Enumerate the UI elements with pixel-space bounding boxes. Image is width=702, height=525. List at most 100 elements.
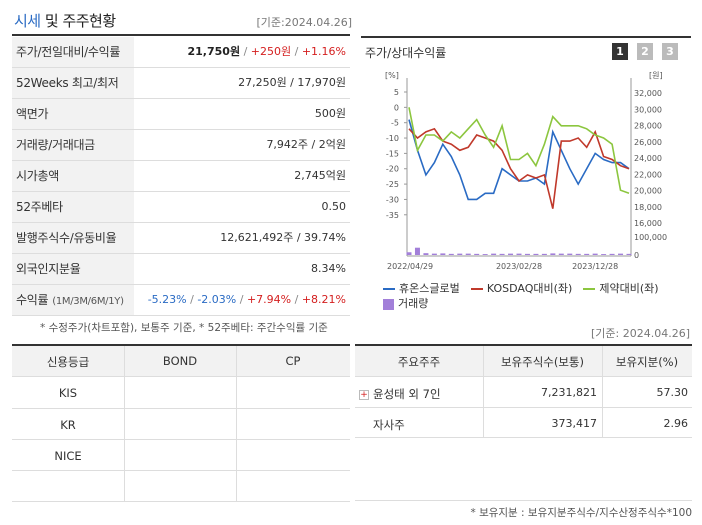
separator: /	[240, 45, 251, 58]
summary-label: 52Weeks 최고/최저	[12, 68, 134, 98]
volume-bar	[626, 253, 632, 255]
volume-bar	[524, 253, 530, 255]
summary-value: 12,621,492주 / 39.74%	[220, 223, 346, 253]
volume-bar	[533, 253, 539, 255]
separator: /	[291, 45, 302, 58]
summary-value-text: 2,745억원	[294, 169, 346, 182]
summary-value-text: 27,250원 / 17,970원	[238, 76, 346, 89]
volume-bar	[567, 253, 573, 255]
summary-row: 52Weeks 최고/최저 27,250원 / 17,970원	[12, 68, 350, 99]
summary-row: 시가총액 2,745억원	[12, 161, 350, 192]
right-tick-label: 28,000	[634, 122, 662, 131]
sh-row-1-name: 윤성태 외 7인	[373, 387, 441, 401]
volume-bar	[618, 253, 624, 255]
chart-page-2-button[interactable]: 2	[637, 43, 653, 60]
sh-header-shares: 보유주식수(보통)	[500, 355, 585, 369]
summary-value-text: 7,942주 / 2억원	[266, 138, 346, 151]
volume-bar	[423, 253, 429, 255]
legend-label-s3: 제약대비(좌)	[599, 282, 659, 295]
credit-table-header-bg	[12, 346, 350, 376]
summary-label: 52주베타	[12, 192, 134, 222]
summary-label-text: 주가/전일대비/수익률	[16, 45, 121, 59]
chart-page-3-button[interactable]: 3	[662, 43, 678, 60]
sh-row-1-pct: 57.30	[656, 386, 689, 399]
return-3m: -2.03%	[197, 293, 237, 306]
credit-agency-kr: KR	[60, 418, 76, 432]
credit-header-cp: CP	[285, 354, 301, 368]
summary-label: 수익률 (1M/3M/6M/1Y)	[12, 285, 134, 315]
credit-row-line	[12, 376, 350, 377]
sh-row-2-name: 자사주	[373, 418, 405, 432]
volume-bar	[558, 253, 564, 255]
legend-item-s1: 휴온스글로벌	[383, 282, 460, 295]
current-price: 21,750원	[187, 45, 241, 58]
left-tick-label: 0	[394, 103, 399, 112]
left-unit-label: [%]	[385, 71, 399, 80]
chart-panel	[361, 36, 691, 316]
volume-tick-label: 100,000	[634, 233, 667, 242]
x-tick-label: 2022/04/29	[387, 262, 433, 271]
legend-label-s4: 거래량	[398, 297, 429, 310]
reference-date: [기준:2024.04.26]	[256, 16, 352, 29]
credit-row-line	[12, 501, 350, 502]
summary-label-small: (1M/3M/6M/1Y)	[52, 296, 124, 307]
legend-item-s4: 거래량	[383, 297, 693, 311]
summary-row: 수익률 (1M/3M/6M/1Y) -5.23% / -2.03% / +7.94%…	[12, 285, 350, 316]
summary-label-text: 52Weeks 최고/최저	[16, 76, 119, 90]
volume-bar	[584, 253, 590, 255]
credit-header-bond: BOND	[162, 354, 198, 368]
volume-bar	[516, 253, 522, 255]
right-unit-label: [원]	[649, 71, 663, 80]
left-tick-label: -10	[386, 134, 399, 143]
summary-value: 2,745억원	[294, 161, 346, 191]
summary-value: 27,250원 / 17,970원	[238, 68, 346, 98]
summary-value-text: 500원	[314, 107, 346, 120]
volume-bar	[592, 253, 598, 255]
summary-value: 8.34%	[311, 254, 346, 284]
volume-bar	[482, 254, 488, 255]
price-chart: [%] [원] 5 0 -5 -10 -15 -20 -25 -30 -35 32,000 30,000…	[385, 71, 667, 271]
change-rate: +1.16%	[301, 45, 346, 58]
shareholders-footnote: * 보유지분 : 보유지분주식수/지수산정주식수*100	[470, 507, 692, 519]
credit-divider	[236, 346, 237, 502]
expand-plus-icon[interactable]: +	[359, 389, 369, 400]
shareholders-table: 주요주주 보유주식수(보통) 보유지분(%) + 윤성태 외 7인 7,231,8…	[355, 344, 692, 438]
shareholders-header-bg	[355, 346, 692, 376]
separator: /	[291, 293, 302, 306]
summary-label-text: 수익률	[16, 293, 49, 307]
summary-value: 0.50	[322, 192, 347, 222]
volume-bar	[499, 253, 505, 255]
sh-row-1-name-cell[interactable]: + 윤성태 외 7인	[359, 386, 441, 402]
right-tick-label: 30,000	[634, 105, 662, 114]
legend-swatch-s3	[583, 288, 596, 290]
summary-label-text: 액면가	[16, 107, 49, 121]
summary-value-text: 8.34%	[311, 262, 346, 275]
series-line-3	[408, 107, 630, 195]
section-title-highlight: 시세	[14, 12, 41, 30]
summary-label: 발행주식수/유동비율	[12, 223, 134, 253]
summary-label-text: 외국인지분율	[16, 262, 81, 276]
credit-rating-table: 신용등급 BOND CP KIS KR NICE	[12, 344, 350, 502]
summary-value: 500원	[315, 99, 346, 129]
summary-value: 21,750원 / +250원 / +1.16%	[188, 37, 347, 67]
summary-value-text: 12,621,492주 / 39.74%	[220, 231, 346, 244]
legend-swatch-s2	[470, 288, 483, 290]
volume-bar	[601, 254, 607, 255]
left-tick-label: -30	[386, 195, 399, 204]
chart-page-1-button[interactable]: 1	[612, 43, 628, 60]
summary-label-text: 발행주식수/유동비율	[16, 231, 117, 245]
summary-label-text: 시가총액	[16, 169, 59, 183]
summary-row: 52주베타 0.50	[12, 192, 350, 223]
volume-bar	[474, 253, 480, 255]
left-tick-label: 5	[394, 88, 399, 97]
sh-row-line	[355, 376, 692, 377]
return-6m: +7.94%	[246, 293, 292, 306]
left-tick-label: -15	[386, 149, 399, 158]
sh-row-1-shares: 7,231,821	[541, 386, 597, 399]
summary-row: 발행주식수/유동비율 12,621,492주 / 39.74%	[12, 223, 350, 254]
summary-label: 외국인지분율	[12, 254, 134, 284]
left-tick-label: -5	[391, 119, 399, 128]
credit-agency-nice: NICE	[54, 449, 82, 463]
separator: /	[236, 293, 247, 306]
volume-bar	[431, 253, 437, 255]
